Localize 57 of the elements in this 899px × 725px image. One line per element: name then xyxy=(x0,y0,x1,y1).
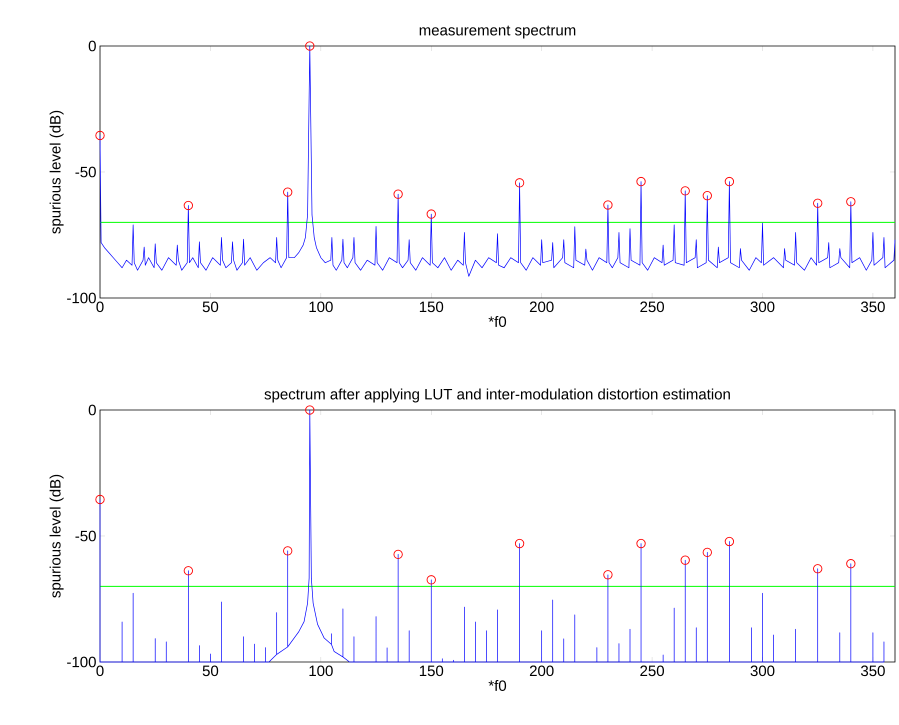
point xyxy=(846,197,856,206)
y-tick-label: 0 xyxy=(88,40,96,52)
x-tick-label: 150 xyxy=(420,302,444,312)
point xyxy=(636,176,646,186)
y-tick-label: 0 xyxy=(88,404,96,416)
point xyxy=(724,176,734,186)
chart-title: measurement spectrum xyxy=(420,26,576,38)
y-tick-label: -50 xyxy=(75,530,96,542)
y-tick-label: -50 xyxy=(75,166,96,178)
point xyxy=(846,559,856,568)
x-tick-label: 100 xyxy=(309,666,333,676)
x-tick-label: 250 xyxy=(640,666,664,676)
point xyxy=(702,548,712,558)
point xyxy=(283,546,292,556)
point xyxy=(184,200,193,210)
point xyxy=(603,200,613,210)
x-tick-label: 150 xyxy=(420,666,444,676)
point xyxy=(95,494,105,504)
point xyxy=(514,178,524,188)
point xyxy=(305,405,314,415)
y-axis-title: spurious level (dB) xyxy=(50,110,64,234)
x-axis-title: *f0 xyxy=(488,680,506,691)
x-tick-label: 350 xyxy=(860,666,885,676)
point xyxy=(393,550,403,560)
x-axis-title: *f0 xyxy=(488,316,506,327)
x-tick-label: 300 xyxy=(750,666,774,676)
point xyxy=(603,570,613,580)
x-tick-label: 200 xyxy=(530,666,554,676)
x-tick-label: 350 xyxy=(860,302,885,312)
point xyxy=(305,41,314,51)
point xyxy=(680,186,690,196)
x-tick-label: 50 xyxy=(202,302,218,312)
x-tick-label: 250 xyxy=(640,302,664,312)
y-tick-label: -100 xyxy=(67,292,96,304)
point xyxy=(426,575,436,584)
point xyxy=(283,188,292,197)
x-tick-label: 200 xyxy=(530,302,554,312)
point xyxy=(680,556,690,565)
point xyxy=(95,130,105,140)
point xyxy=(724,536,734,546)
point xyxy=(426,209,436,219)
point xyxy=(393,190,403,199)
point xyxy=(636,538,646,548)
x-tick-label: 100 xyxy=(309,302,333,312)
x-tick-label: 50 xyxy=(202,666,218,676)
point xyxy=(813,564,822,574)
chart-title: spectrum after applying LUT and inter-modulation distortion estimation xyxy=(264,388,730,402)
point xyxy=(813,198,822,208)
point xyxy=(184,566,193,576)
y-tick-label: -100 xyxy=(67,656,96,668)
line-series xyxy=(100,46,896,277)
y-axis-title: spurious level (dB) xyxy=(50,474,64,598)
x-tick-label: 0 xyxy=(96,302,104,312)
x-tick-label: 300 xyxy=(750,302,774,312)
point xyxy=(702,191,712,200)
x-tick-label: 0 xyxy=(96,666,104,676)
point xyxy=(514,538,524,548)
